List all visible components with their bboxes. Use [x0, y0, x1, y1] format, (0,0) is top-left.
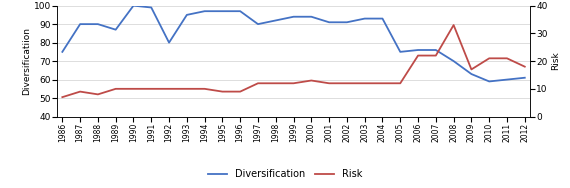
Diversification [468, 73, 475, 75]
Line: Risk: Risk [62, 25, 525, 97]
Risk [130, 88, 137, 90]
Diversification [95, 23, 101, 25]
Risk [468, 68, 475, 70]
Risk [95, 93, 101, 96]
Risk [77, 90, 84, 93]
Risk [325, 82, 332, 84]
Risk [59, 96, 66, 98]
Diversification [237, 10, 243, 12]
Risk [414, 55, 421, 57]
Diversification [59, 51, 66, 53]
Risk [379, 82, 386, 84]
Risk [272, 82, 279, 84]
Risk [344, 82, 351, 84]
Risk [522, 66, 528, 68]
Risk [219, 90, 226, 93]
Risk [255, 82, 262, 84]
Diversification [272, 19, 279, 22]
Diversification [308, 16, 315, 18]
Diversification [379, 17, 386, 20]
Diversification [397, 51, 404, 53]
Diversification [255, 23, 262, 25]
Diversification [344, 21, 351, 24]
Risk [308, 79, 315, 82]
Risk [237, 90, 243, 93]
Risk [450, 24, 457, 26]
Diversification [112, 29, 119, 31]
Risk [166, 88, 173, 90]
Diversification [130, 5, 137, 7]
Diversification [414, 49, 421, 51]
Diversification [77, 23, 84, 25]
Diversification [184, 14, 190, 16]
Risk [290, 82, 297, 84]
Diversification [148, 6, 154, 9]
Risk [397, 82, 404, 84]
Diversification [522, 77, 528, 79]
Risk [433, 55, 439, 57]
Diversification [361, 17, 368, 20]
Risk [486, 57, 492, 59]
Diversification [433, 49, 439, 51]
Diversification [166, 42, 173, 44]
Risk [503, 57, 510, 59]
Legend: Diversification, Risk: Diversification, Risk [203, 165, 367, 183]
Line: Diversification: Diversification [62, 6, 525, 81]
Risk [361, 82, 368, 84]
Y-axis label: Diversificatiion: Diversificatiion [22, 27, 31, 95]
Risk [184, 88, 190, 90]
Risk [148, 88, 154, 90]
Diversification [486, 80, 492, 83]
Diversification [219, 10, 226, 12]
Diversification [325, 21, 332, 24]
Y-axis label: Risk: Risk [551, 52, 560, 70]
Risk [112, 88, 119, 90]
Risk [201, 88, 208, 90]
Diversification [201, 10, 208, 12]
Diversification [450, 60, 457, 62]
Diversification [290, 16, 297, 18]
Diversification [503, 78, 510, 81]
